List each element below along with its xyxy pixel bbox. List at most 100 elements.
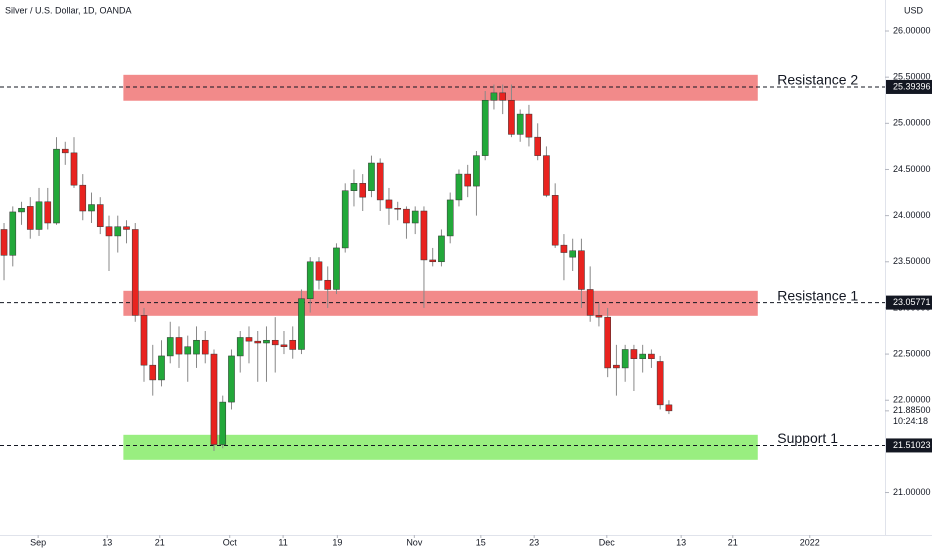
y-tick-label: 22.50000: [893, 348, 931, 358]
level-label: 23.05771: [893, 297, 931, 307]
candle-body: [438, 235, 445, 263]
x-tick-label: 19: [332, 537, 342, 547]
x-tick-label: 11: [278, 537, 287, 547]
candle-body: [114, 226, 122, 237]
candle-body: [630, 349, 638, 359]
zone-label: Support 1: [777, 430, 838, 446]
candle-body: [446, 199, 454, 237]
candle-body: [35, 201, 43, 230]
candle-body: [525, 113, 533, 138]
level-badge: [886, 79, 932, 94]
candle-body: [219, 401, 227, 445]
candle-body: [604, 316, 611, 369]
candle-body: [53, 148, 60, 224]
candle-body: [105, 226, 113, 237]
y-tick-label: 22.00000: [893, 395, 931, 405]
candle-body: [613, 364, 620, 369]
candle-body: [394, 207, 402, 210]
candle-body: [551, 195, 559, 246]
level-badge: [886, 438, 932, 453]
x-tick-label: 21: [155, 537, 165, 547]
candle-body: [376, 162, 384, 201]
zone: [123, 74, 758, 101]
candle-body: [140, 315, 148, 366]
candle-body: [289, 339, 297, 350]
x-tick-label: 13: [102, 537, 112, 547]
x-tick-label: Nov: [406, 537, 423, 547]
candle-body: [228, 355, 235, 403]
candle-body: [455, 173, 463, 201]
candle-body: [359, 183, 367, 198]
candle-body: [18, 207, 25, 213]
x-tick-label: 13: [676, 537, 686, 547]
level-label: 21.51023: [893, 440, 931, 450]
candle-body: [656, 361, 664, 406]
candle-body: [315, 261, 323, 281]
candle-body: [621, 349, 629, 369]
zone-label: Resistance 2: [777, 72, 858, 88]
x-tick-label: Oct: [223, 537, 238, 547]
y-tick-label: 23.50000: [893, 256, 931, 266]
candle-body: [333, 247, 340, 290]
x-tick-label: Sep: [30, 537, 46, 547]
x-tick-label: 23: [529, 537, 539, 547]
candle-body: [350, 183, 358, 191]
x-tick-label: 21: [728, 537, 738, 547]
current-price: 21.88500: [893, 405, 931, 415]
x-tick-label: 15: [476, 537, 486, 547]
candle-body: [184, 346, 192, 355]
zone: [123, 434, 758, 460]
y-tick-label: 24.50000: [893, 164, 931, 174]
zone-label: Resistance 1: [777, 287, 858, 303]
candle-body: [578, 250, 585, 290]
candle-body: [175, 337, 183, 355]
candle-body: [543, 155, 550, 196]
candle-body: [368, 162, 375, 191]
y-tick-label: 26.00000: [893, 25, 931, 35]
y-tick-label: 25.00000: [893, 118, 931, 128]
candle-body: [595, 315, 603, 318]
candle-body: [490, 92, 498, 101]
x-tick-label: 2022: [800, 537, 820, 547]
candle-body: [0, 229, 8, 256]
candle-body: [61, 148, 69, 154]
zone: [123, 290, 758, 316]
candle-body: [245, 337, 253, 342]
candle-body: [534, 136, 541, 156]
candle-body: [508, 99, 515, 135]
candle-body: [158, 355, 165, 381]
candle-body: [586, 289, 594, 316]
candle-body: [298, 298, 305, 350]
candle-body: [280, 344, 288, 347]
x-tick-label: Dec: [599, 537, 616, 547]
candle-body: [385, 199, 393, 209]
candle-body: [70, 152, 78, 186]
candle-body: [236, 337, 244, 357]
candle-body: [341, 190, 349, 249]
candle-body: [429, 259, 437, 263]
candle-body: [193, 339, 200, 355]
candle-body: [639, 353, 646, 359]
candle-body: [149, 364, 157, 381]
candle-body: [96, 204, 104, 227]
candle-body: [131, 229, 139, 316]
candle-body: [464, 173, 472, 187]
candle-body: [473, 155, 480, 187]
chart-title: Silver / U.S. Dollar, 1D, OANDA: [5, 5, 132, 15]
candle-body: [569, 250, 576, 258]
candle-body: [403, 208, 410, 224]
candle-body: [411, 210, 419, 224]
y-tick-label: 25.50000: [893, 72, 931, 82]
candle-body: [254, 340, 262, 344]
level-badge: [886, 295, 932, 310]
candle-body: [26, 206, 34, 230]
candle-body: [481, 99, 489, 156]
candle-body: [648, 353, 655, 359]
countdown: 10:24:18: [893, 416, 928, 426]
currency: USD: [904, 5, 924, 15]
candle-body: [44, 201, 52, 224]
candle-body: [271, 339, 279, 346]
candle-body: [499, 92, 507, 101]
candle-body: [560, 244, 568, 253]
candle-body: [201, 339, 209, 355]
